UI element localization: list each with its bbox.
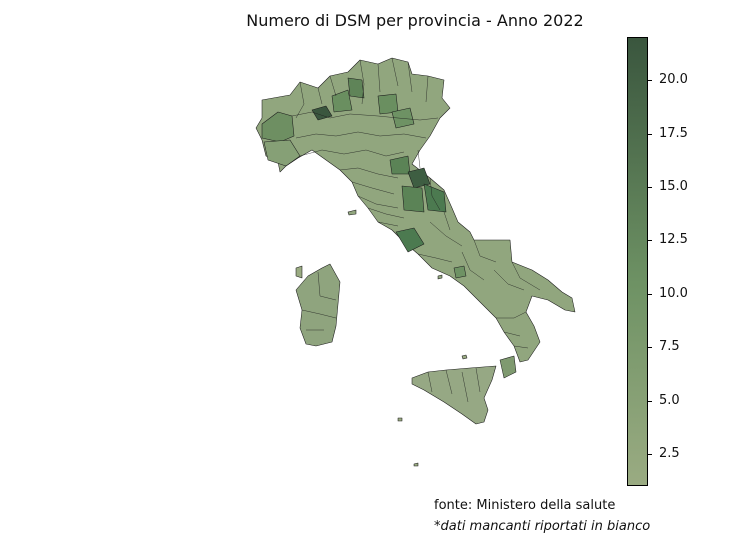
- colorbar-tick-mark: [648, 347, 652, 348]
- colorbar-tick-mark: [648, 454, 652, 455]
- colorbar-tick-mark: [648, 240, 652, 241]
- colorbar-tick-label: 20.0: [659, 72, 688, 87]
- province-napoli: [453, 265, 467, 279]
- colorbar-tick-mark: [648, 187, 652, 188]
- colorbar-tick-label: 2.5: [659, 446, 680, 461]
- sardinia: [295, 263, 341, 347]
- missing-data-note: *dati mancanti riportati in bianco: [434, 519, 651, 534]
- island-pantelleria: [397, 417, 403, 422]
- province-reggio-calabria: [499, 355, 517, 379]
- province-roma: [395, 227, 425, 253]
- province-milano: [311, 105, 333, 121]
- province-ancona: [407, 167, 431, 189]
- island-elba: [347, 209, 357, 216]
- colorbar-tick-mark: [648, 80, 652, 81]
- island-lampedusa: [413, 462, 419, 467]
- island-eolie: [461, 354, 468, 360]
- map-title: Numero di DSM per provincia - Anno 2022: [246, 11, 584, 30]
- province-bergamo: [331, 89, 353, 113]
- colorbar-tick-mark: [648, 401, 652, 402]
- island-corsica-outline: [295, 265, 303, 279]
- province-boundaries: [291, 57, 541, 403]
- province-cuneo: [263, 139, 301, 167]
- province-torino: [261, 111, 295, 143]
- colorbar-tick-label: 10.0: [659, 286, 688, 301]
- province-macerata: [423, 183, 447, 213]
- colorbar-tick-label: 12.5: [659, 232, 688, 247]
- province-venezia: [391, 107, 415, 129]
- province-perugia: [401, 185, 425, 213]
- colorbar-tick-label: 15.0: [659, 179, 688, 194]
- province-sondrio: [347, 77, 365, 99]
- source-caption: fonte: Ministero della salute: [434, 498, 616, 513]
- sicily: [411, 365, 497, 425]
- colorbar-tick-label: 17.5: [659, 126, 688, 141]
- colorbar-tick-mark: [648, 134, 652, 135]
- colorbar: [627, 37, 648, 486]
- colorbar-tick-label: 7.5: [659, 339, 680, 354]
- colorbar-tick-label: 5.0: [659, 393, 680, 408]
- province-trento: [377, 93, 399, 115]
- island-capri: [437, 274, 443, 280]
- colorbar-tick-mark: [648, 294, 652, 295]
